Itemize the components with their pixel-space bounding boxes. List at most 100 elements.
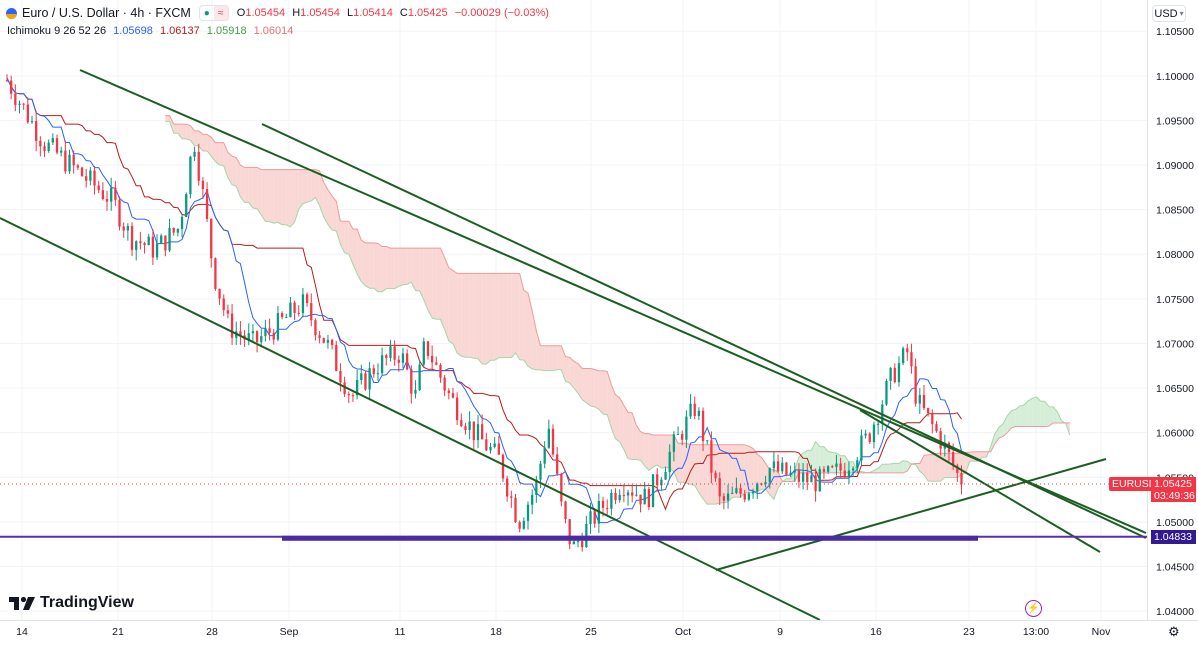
candle-body[interactable] (489, 446, 492, 451)
candle-body[interactable] (101, 190, 105, 199)
candle-body[interactable] (722, 496, 726, 501)
candle-body[interactable] (835, 463, 838, 467)
candle-body[interactable] (464, 426, 467, 431)
candle-body[interactable] (839, 463, 842, 471)
candle-body[interactable] (189, 156, 192, 195)
candle-body[interactable] (226, 310, 230, 314)
candle-body[interactable] (622, 494, 626, 496)
candle-body[interactable] (314, 320, 317, 336)
candle-body[interactable] (393, 346, 396, 360)
candle-body[interactable] (714, 472, 717, 479)
symbol-header[interactable]: Euro / U.S. Dollar · 4h · FXCM ● ≈ O1.05… (6, 5, 553, 21)
candle-body[interactable] (539, 463, 542, 480)
trendline[interactable] (715, 458, 1107, 571)
candle-body[interactable] (39, 140, 42, 147)
candle-body[interactable] (335, 345, 338, 371)
candle-body[interactable] (293, 302, 296, 313)
candle-body[interactable] (68, 154, 71, 172)
candle-body[interactable] (685, 416, 688, 440)
candle-body[interactable] (339, 370, 342, 383)
candle-body[interactable] (556, 454, 559, 474)
candle-body[interactable] (139, 241, 142, 244)
candle-body[interactable] (851, 468, 855, 471)
candle-body[interactable] (285, 317, 288, 319)
candle-body[interactable] (697, 410, 701, 416)
candle-body[interactable] (51, 138, 54, 143)
candle-body[interactable] (414, 390, 417, 394)
candle-body[interactable] (706, 440, 709, 442)
candle-body[interactable] (443, 377, 446, 391)
candle-body[interactable] (130, 226, 134, 250)
candle-body[interactable] (310, 303, 313, 321)
candle-body[interactable] (276, 313, 280, 340)
candle-body[interactable] (797, 470, 801, 482)
candle-body[interactable] (143, 243, 146, 246)
candle-body[interactable] (847, 470, 851, 477)
candle-body[interactable] (868, 433, 871, 442)
candle-body[interactable] (626, 492, 630, 496)
compare-icon[interactable]: ≈ (213, 6, 228, 20)
candle-body[interactable] (389, 346, 392, 359)
symbol-title[interactable]: Euro / U.S. Dollar · 4h · FXCM (22, 6, 191, 20)
candle-body[interactable] (918, 394, 921, 404)
candle-body[interactable] (385, 355, 388, 359)
market-status-icon[interactable]: ● (203, 7, 210, 19)
candle-body[interactable] (93, 170, 96, 186)
candle-body[interactable] (439, 364, 442, 378)
candle-body[interactable] (264, 328, 267, 337)
candle-body[interactable] (618, 494, 621, 501)
candle-body[interactable] (147, 236, 150, 246)
candle-body[interactable] (814, 475, 817, 492)
candle-body[interactable] (97, 185, 100, 191)
candle-body[interactable] (781, 462, 784, 472)
candle-body[interactable] (739, 488, 742, 494)
candle-body[interactable] (347, 393, 350, 396)
candle-body[interactable] (660, 479, 663, 486)
candle-body[interactable] (456, 397, 459, 421)
candle-body[interactable] (22, 103, 25, 105)
candle-body[interactable] (676, 433, 680, 435)
candle-body[interactable] (160, 235, 163, 244)
candle-body[interactable] (860, 435, 863, 461)
candle-body[interactable] (172, 227, 175, 233)
candle-body[interactable] (422, 341, 425, 365)
candle-body[interactable] (301, 294, 305, 314)
candle-body[interactable] (581, 541, 584, 548)
candle-body[interactable] (768, 468, 771, 483)
currency-button[interactable]: USD ▾ (1152, 5, 1186, 22)
candle-body[interactable] (568, 519, 571, 545)
candle-body[interactable] (360, 373, 363, 381)
candle-body[interactable] (114, 187, 117, 200)
candle-body[interactable] (793, 470, 796, 473)
candle-body[interactable] (710, 440, 713, 473)
candle-body[interactable] (410, 369, 413, 394)
candle-body[interactable] (864, 433, 867, 436)
candle-body[interactable] (197, 151, 200, 181)
candle-body[interactable] (826, 466, 830, 472)
candle-body[interactable] (210, 218, 213, 259)
candle-body[interactable] (122, 226, 125, 231)
candle-body[interactable] (497, 443, 500, 455)
candle-body[interactable] (935, 424, 938, 432)
candle-body[interactable] (426, 341, 430, 356)
candle-body[interactable] (789, 472, 792, 475)
candle-body[interactable] (543, 447, 546, 464)
candle-body[interactable] (831, 466, 834, 468)
candle-body[interactable] (30, 121, 34, 123)
candle-body[interactable] (222, 298, 225, 311)
candle-body[interactable] (889, 367, 892, 381)
candle-body[interactable] (906, 348, 909, 353)
candle-body[interactable] (751, 491, 755, 494)
candle-body[interactable] (843, 470, 846, 477)
candle-body[interactable] (689, 403, 692, 417)
candle-body[interactable] (693, 403, 696, 416)
candle-body[interactable] (476, 424, 480, 441)
candle-body[interactable] (451, 393, 455, 398)
candle-body[interactable] (681, 433, 684, 440)
candle-body[interactable] (522, 520, 525, 529)
candle-body[interactable] (760, 483, 763, 485)
candle-body[interactable] (168, 227, 171, 251)
candle-body[interactable] (126, 226, 130, 231)
candle-body[interactable] (956, 465, 959, 473)
